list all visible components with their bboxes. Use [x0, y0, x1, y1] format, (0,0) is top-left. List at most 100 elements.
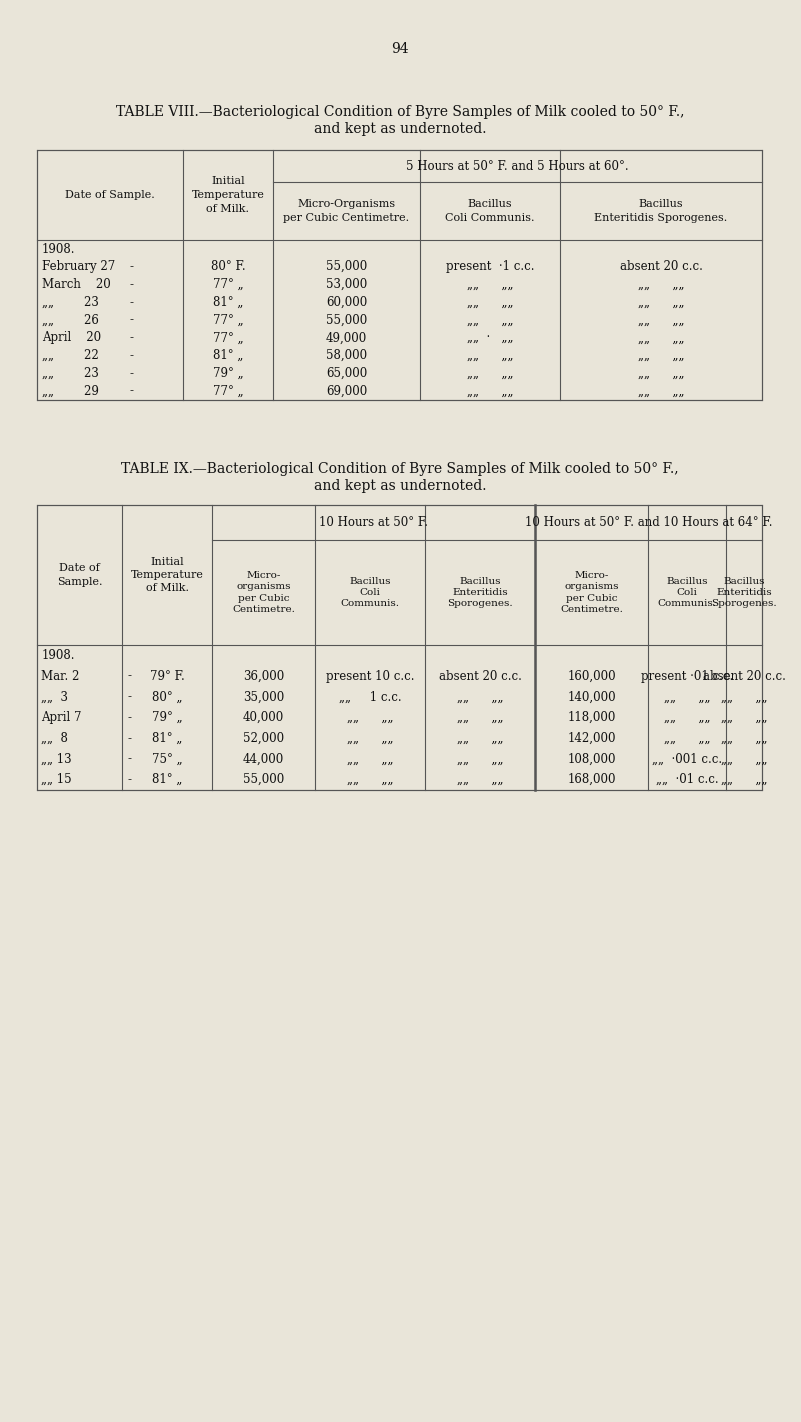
Bar [37, 149, 762, 400]
Text: „„      „„: „„ „„ [721, 752, 767, 765]
Text: 35,000: 35,000 [243, 690, 284, 704]
Text: 142,000: 142,000 [567, 732, 616, 745]
Text: „„      „„: „„ „„ [638, 313, 684, 327]
Text: 81° „: 81° „ [213, 348, 244, 363]
Text: „„      „„: „„ „„ [347, 711, 393, 724]
Text: „„      „„: „„ „„ [457, 774, 503, 786]
Text: 53,000: 53,000 [326, 277, 367, 292]
Text: and kept as undernoted.: and kept as undernoted. [314, 122, 486, 137]
Text: „„     1 c.c.: „„ 1 c.c. [339, 690, 401, 704]
Text: -: - [130, 277, 134, 292]
Text: present  ·1 c.c.: present ·1 c.c. [445, 260, 534, 273]
Text: „„      „„: „„ „„ [457, 711, 503, 724]
Text: „„  ·01 c.c.: „„ ·01 c.c. [656, 774, 718, 786]
Text: and kept as undernoted.: and kept as undernoted. [314, 479, 486, 493]
Text: February 27: February 27 [42, 260, 115, 273]
Text: 77° „: 77° „ [213, 384, 244, 398]
Text: 80° F.: 80° F. [211, 260, 245, 273]
Text: „„      „„: „„ „„ [638, 331, 684, 344]
Text: „„      „„: „„ „„ [638, 277, 684, 292]
Text: 81° „: 81° „ [152, 774, 182, 786]
Text: Date of Sample.: Date of Sample. [65, 191, 155, 201]
Text: Mar. 2: Mar. 2 [41, 670, 79, 683]
Text: 79° „: 79° „ [213, 367, 244, 380]
Text: 49,000: 49,000 [326, 331, 367, 344]
Text: TABLE IX.—Bacteriological Condition of Byre Samples of Milk cooled to 50° F.,: TABLE IX.—Bacteriological Condition of B… [121, 462, 678, 476]
Text: 160,000: 160,000 [567, 670, 616, 683]
Text: „„  ·001 c.c.: „„ ·001 c.c. [652, 752, 722, 765]
Text: „„        22: „„ 22 [42, 348, 99, 363]
Text: „„      „„: „„ „„ [638, 367, 684, 380]
Text: „„      „„: „„ „„ [467, 384, 513, 398]
Text: 77° „: 77° „ [213, 277, 244, 292]
Text: „„      „„: „„ „„ [457, 732, 503, 745]
Text: Bacillus
Enteritidis
Sporogenes.: Bacillus Enteritidis Sporogenes. [447, 577, 513, 609]
Text: Micro-Organisms
per Cubic Centimetre.: Micro-Organisms per Cubic Centimetre. [284, 199, 409, 223]
Text: 55,000: 55,000 [243, 774, 284, 786]
Text: 79° „: 79° „ [151, 711, 183, 724]
Text: 77° „: 77° „ [213, 331, 244, 344]
Text: 77° „: 77° „ [213, 313, 244, 327]
Text: 55,000: 55,000 [326, 313, 367, 327]
Text: 79° F.: 79° F. [150, 670, 184, 683]
Text: „„      „„: „„ „„ [664, 711, 710, 724]
Text: „„      „„: „„ „„ [347, 752, 393, 765]
Text: 1908.: 1908. [42, 648, 75, 661]
Text: 80° „: 80° „ [151, 690, 183, 704]
Text: -: - [128, 732, 132, 745]
Text: „„      „„: „„ „„ [467, 277, 513, 292]
Text: 118,000: 118,000 [567, 711, 616, 724]
Text: absent 20 c.c.: absent 20 c.c. [439, 670, 521, 683]
Text: 5 Hours at 50° F. and 5 Hours at 60°.: 5 Hours at 50° F. and 5 Hours at 60°. [406, 159, 629, 172]
Text: absent 20 c.c.: absent 20 c.c. [702, 670, 786, 683]
Text: 1908.: 1908. [42, 243, 75, 256]
Text: -: - [130, 331, 134, 344]
Text: Micro-
organisms
per Cubic
Centimetre.: Micro- organisms per Cubic Centimetre. [232, 572, 295, 614]
Text: Bacillus
Coli Communis.: Bacillus Coli Communis. [445, 199, 535, 223]
Text: 140,000: 140,000 [567, 690, 616, 704]
Text: „„      „„: „„ „„ [721, 711, 767, 724]
Text: „„  ·   „„: „„ · „„ [467, 331, 513, 344]
Text: „„      „„: „„ „„ [721, 690, 767, 704]
Text: 60,000: 60,000 [326, 296, 367, 309]
Text: Bacillus
Coli
Communis.: Bacillus Coli Communis. [340, 577, 400, 609]
Text: „„        23: „„ 23 [42, 367, 99, 380]
Text: „„      „„: „„ „„ [457, 690, 503, 704]
Text: 44,000: 44,000 [243, 752, 284, 765]
Text: „„ 13: „„ 13 [41, 752, 71, 765]
Text: 52,000: 52,000 [243, 732, 284, 745]
Text: -: - [130, 313, 134, 327]
Text: -: - [128, 774, 132, 786]
Text: -: - [130, 260, 134, 273]
Text: 75° „: 75° „ [151, 752, 183, 765]
Text: „„      „„: „„ „„ [467, 367, 513, 380]
Text: Bacillus
Enteritidis Sporogenes.: Bacillus Enteritidis Sporogenes. [594, 199, 727, 223]
Text: March    20: March 20 [42, 277, 111, 292]
Text: „„      „„: „„ „„ [457, 752, 503, 765]
Text: „„        23: „„ 23 [42, 296, 99, 309]
Text: „„      „„: „„ „„ [347, 732, 393, 745]
Text: „„      „„: „„ „„ [664, 690, 710, 704]
Text: 94: 94 [391, 43, 409, 55]
Text: -: - [130, 296, 134, 309]
Text: 69,000: 69,000 [326, 384, 367, 398]
Text: „„        29: „„ 29 [42, 384, 99, 398]
Text: 36,000: 36,000 [243, 670, 284, 683]
Text: TABLE VIII.—Bacteriological Condition of Byre Samples of Milk cooled to 50° F.,: TABLE VIII.—Bacteriological Condition of… [116, 105, 684, 119]
Text: 10 Hours at 50° F.: 10 Hours at 50° F. [319, 516, 428, 529]
Text: 10 Hours at 50° F. and 10 Hours at 64° F.: 10 Hours at 50° F. and 10 Hours at 64° F… [525, 516, 772, 529]
Text: „„      „„: „„ „„ [638, 348, 684, 363]
Text: 81° „: 81° „ [213, 296, 244, 309]
Text: -: - [128, 711, 132, 724]
Text: -: - [130, 367, 134, 380]
Text: „„  8: „„ 8 [41, 732, 68, 745]
Text: absent 20 c.c.: absent 20 c.c. [619, 260, 702, 273]
Text: „„      „„: „„ „„ [664, 732, 710, 745]
Text: „„      „„: „„ „„ [638, 296, 684, 309]
Text: present 10 c.c.: present 10 c.c. [326, 670, 414, 683]
Text: Initial
Temperature
of Milk.: Initial Temperature of Milk. [191, 176, 264, 213]
Text: present ·01 c.c.: present ·01 c.c. [641, 670, 733, 683]
Text: April    20: April 20 [42, 331, 101, 344]
Text: Bacillus
Enteritidis
Sporogenes.: Bacillus Enteritidis Sporogenes. [711, 577, 777, 609]
Text: -: - [130, 348, 134, 363]
